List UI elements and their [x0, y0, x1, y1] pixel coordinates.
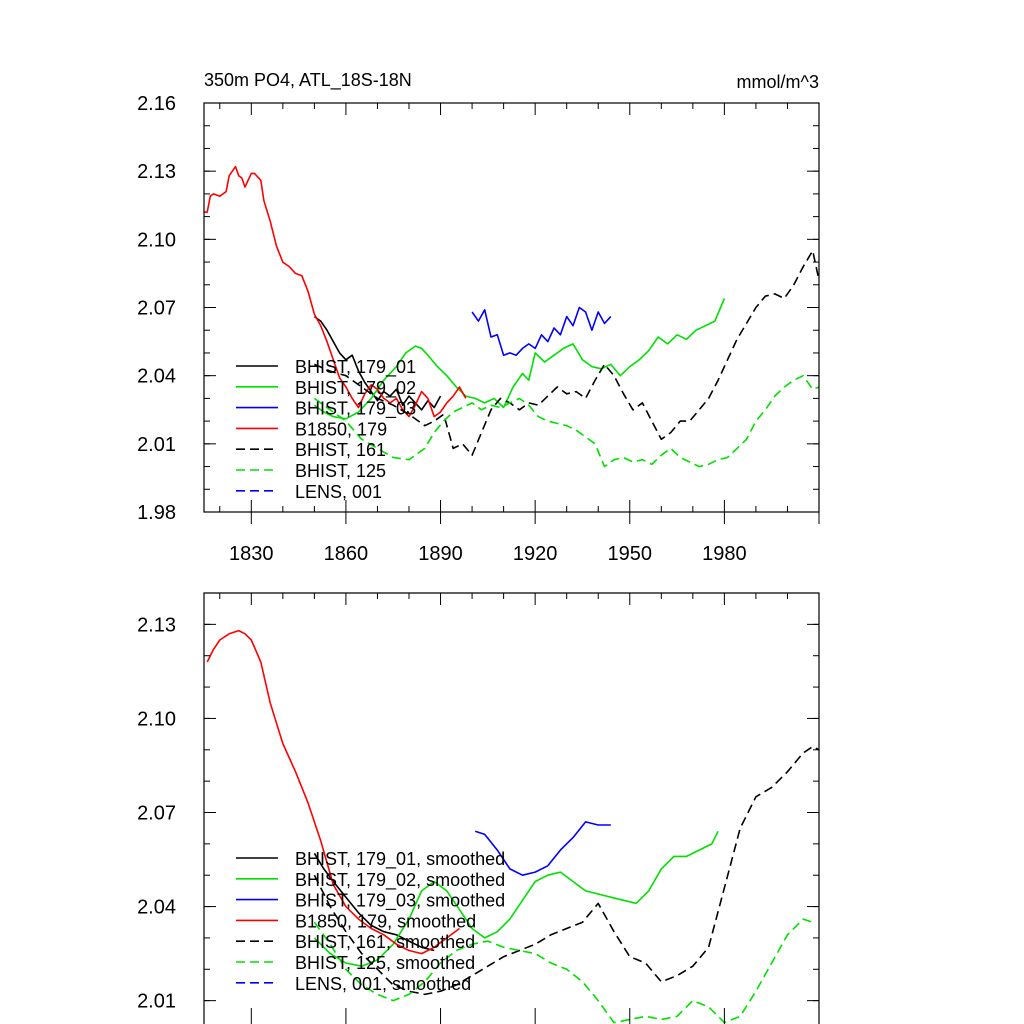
top-legend-label: BHIST, 179_03: [295, 399, 416, 420]
bottom-legend-label: LENS, 001, smoothed: [295, 974, 471, 994]
bottom-legend-label: BHIST, 125, smoothed: [295, 953, 475, 973]
top-series-line-3: [204, 165, 467, 418]
top-legend-label: BHIST, 161: [295, 440, 386, 460]
bottom-series-line-3: [206, 629, 460, 955]
bottom-ytick-label: 2.01: [137, 991, 176, 1013]
bottom-ytick-label: 2.04: [137, 897, 176, 919]
bottom-axis-ticks: 2.01 2.04 2.07 2.10 2.13: [137, 592, 820, 1024]
bottom-series-line-5: [313, 918, 813, 1024]
top-series-line-0: [313, 315, 442, 411]
top-ytick-label: 2.10: [137, 229, 176, 251]
top-panel: 350m PO4, ATL_18S-18N mmol/m^3 1.98 2.01 2…: [137, 70, 820, 565]
bottom-legend-label: B1850, 179, smoothed: [295, 911, 476, 931]
top-xtick-label: 1920: [513, 543, 558, 565]
top-xtick-label: 1830: [229, 543, 274, 565]
bottom-legend-label: BHIST, 179_02, smoothed: [295, 870, 505, 891]
top-xtick-label: 1890: [418, 543, 463, 565]
top-ytick-label: 2.13: [137, 161, 176, 183]
top-legend-label: BHIST, 179_01: [295, 357, 416, 378]
bottom-series-line-4: [313, 745, 819, 996]
bottom-legend-label: BHIST, 179_03, smoothed: [295, 891, 505, 912]
bottom-legend-label: BHIST, 161, smoothed: [295, 932, 475, 952]
top-legend-label: BHIST, 179_02: [295, 378, 416, 399]
bottom-panel: 2.01 2.04 2.07 2.10 2.13 BHIST, 179_01, smoo…: [137, 592, 820, 1024]
top-legend-label: B1850, 179: [295, 419, 387, 439]
top-legend-label: LENS, 001: [295, 482, 382, 502]
top-legend-label: BHIST, 125: [295, 461, 386, 481]
bottom-plot-frame: [203, 592, 820, 1024]
bottom-series-line-1: [313, 830, 719, 967]
bottom-ytick-label: 2.07: [137, 803, 176, 825]
top-ytick-label: 2.04: [137, 366, 176, 388]
top-series-line-5: [313, 374, 819, 468]
top-ytick-label: 2.16: [137, 93, 176, 115]
top-ytick-label: 1.98: [137, 502, 176, 524]
top-xtick-label: 1950: [608, 543, 653, 565]
top-series-line-4: [314, 249, 819, 456]
top-ytick-label: 2.07: [137, 298, 176, 320]
top-ytick-label: 2.01: [137, 434, 176, 456]
top-series-line-1: [313, 298, 726, 420]
bottom-series-line-2: [474, 821, 611, 876]
top-plot-lines: [204, 165, 819, 468]
bottom-ytick-label: 2.13: [137, 614, 176, 636]
top-xtick-label: 1980: [702, 543, 747, 565]
top-series-line-2: [471, 306, 612, 356]
top-plot-frame: [203, 102, 820, 513]
bottom-legend-label: BHIST, 179_01, smoothed: [295, 849, 505, 870]
top-axis-ticks: 1.98 2.01 2.04 2.07 2.10 2.13 2.16 1830 1860 1890…: [137, 93, 820, 565]
top-xtick-label: 1860: [324, 543, 369, 565]
bottom-plot-lines: [206, 629, 819, 1024]
bottom-ytick-label: 2.10: [137, 708, 176, 730]
top-chart-units: mmol/m^3: [737, 72, 819, 92]
bottom-series-line-0: [313, 852, 435, 952]
top-chart-title: 350m PO4, ATL_18S-18N: [204, 70, 412, 91]
